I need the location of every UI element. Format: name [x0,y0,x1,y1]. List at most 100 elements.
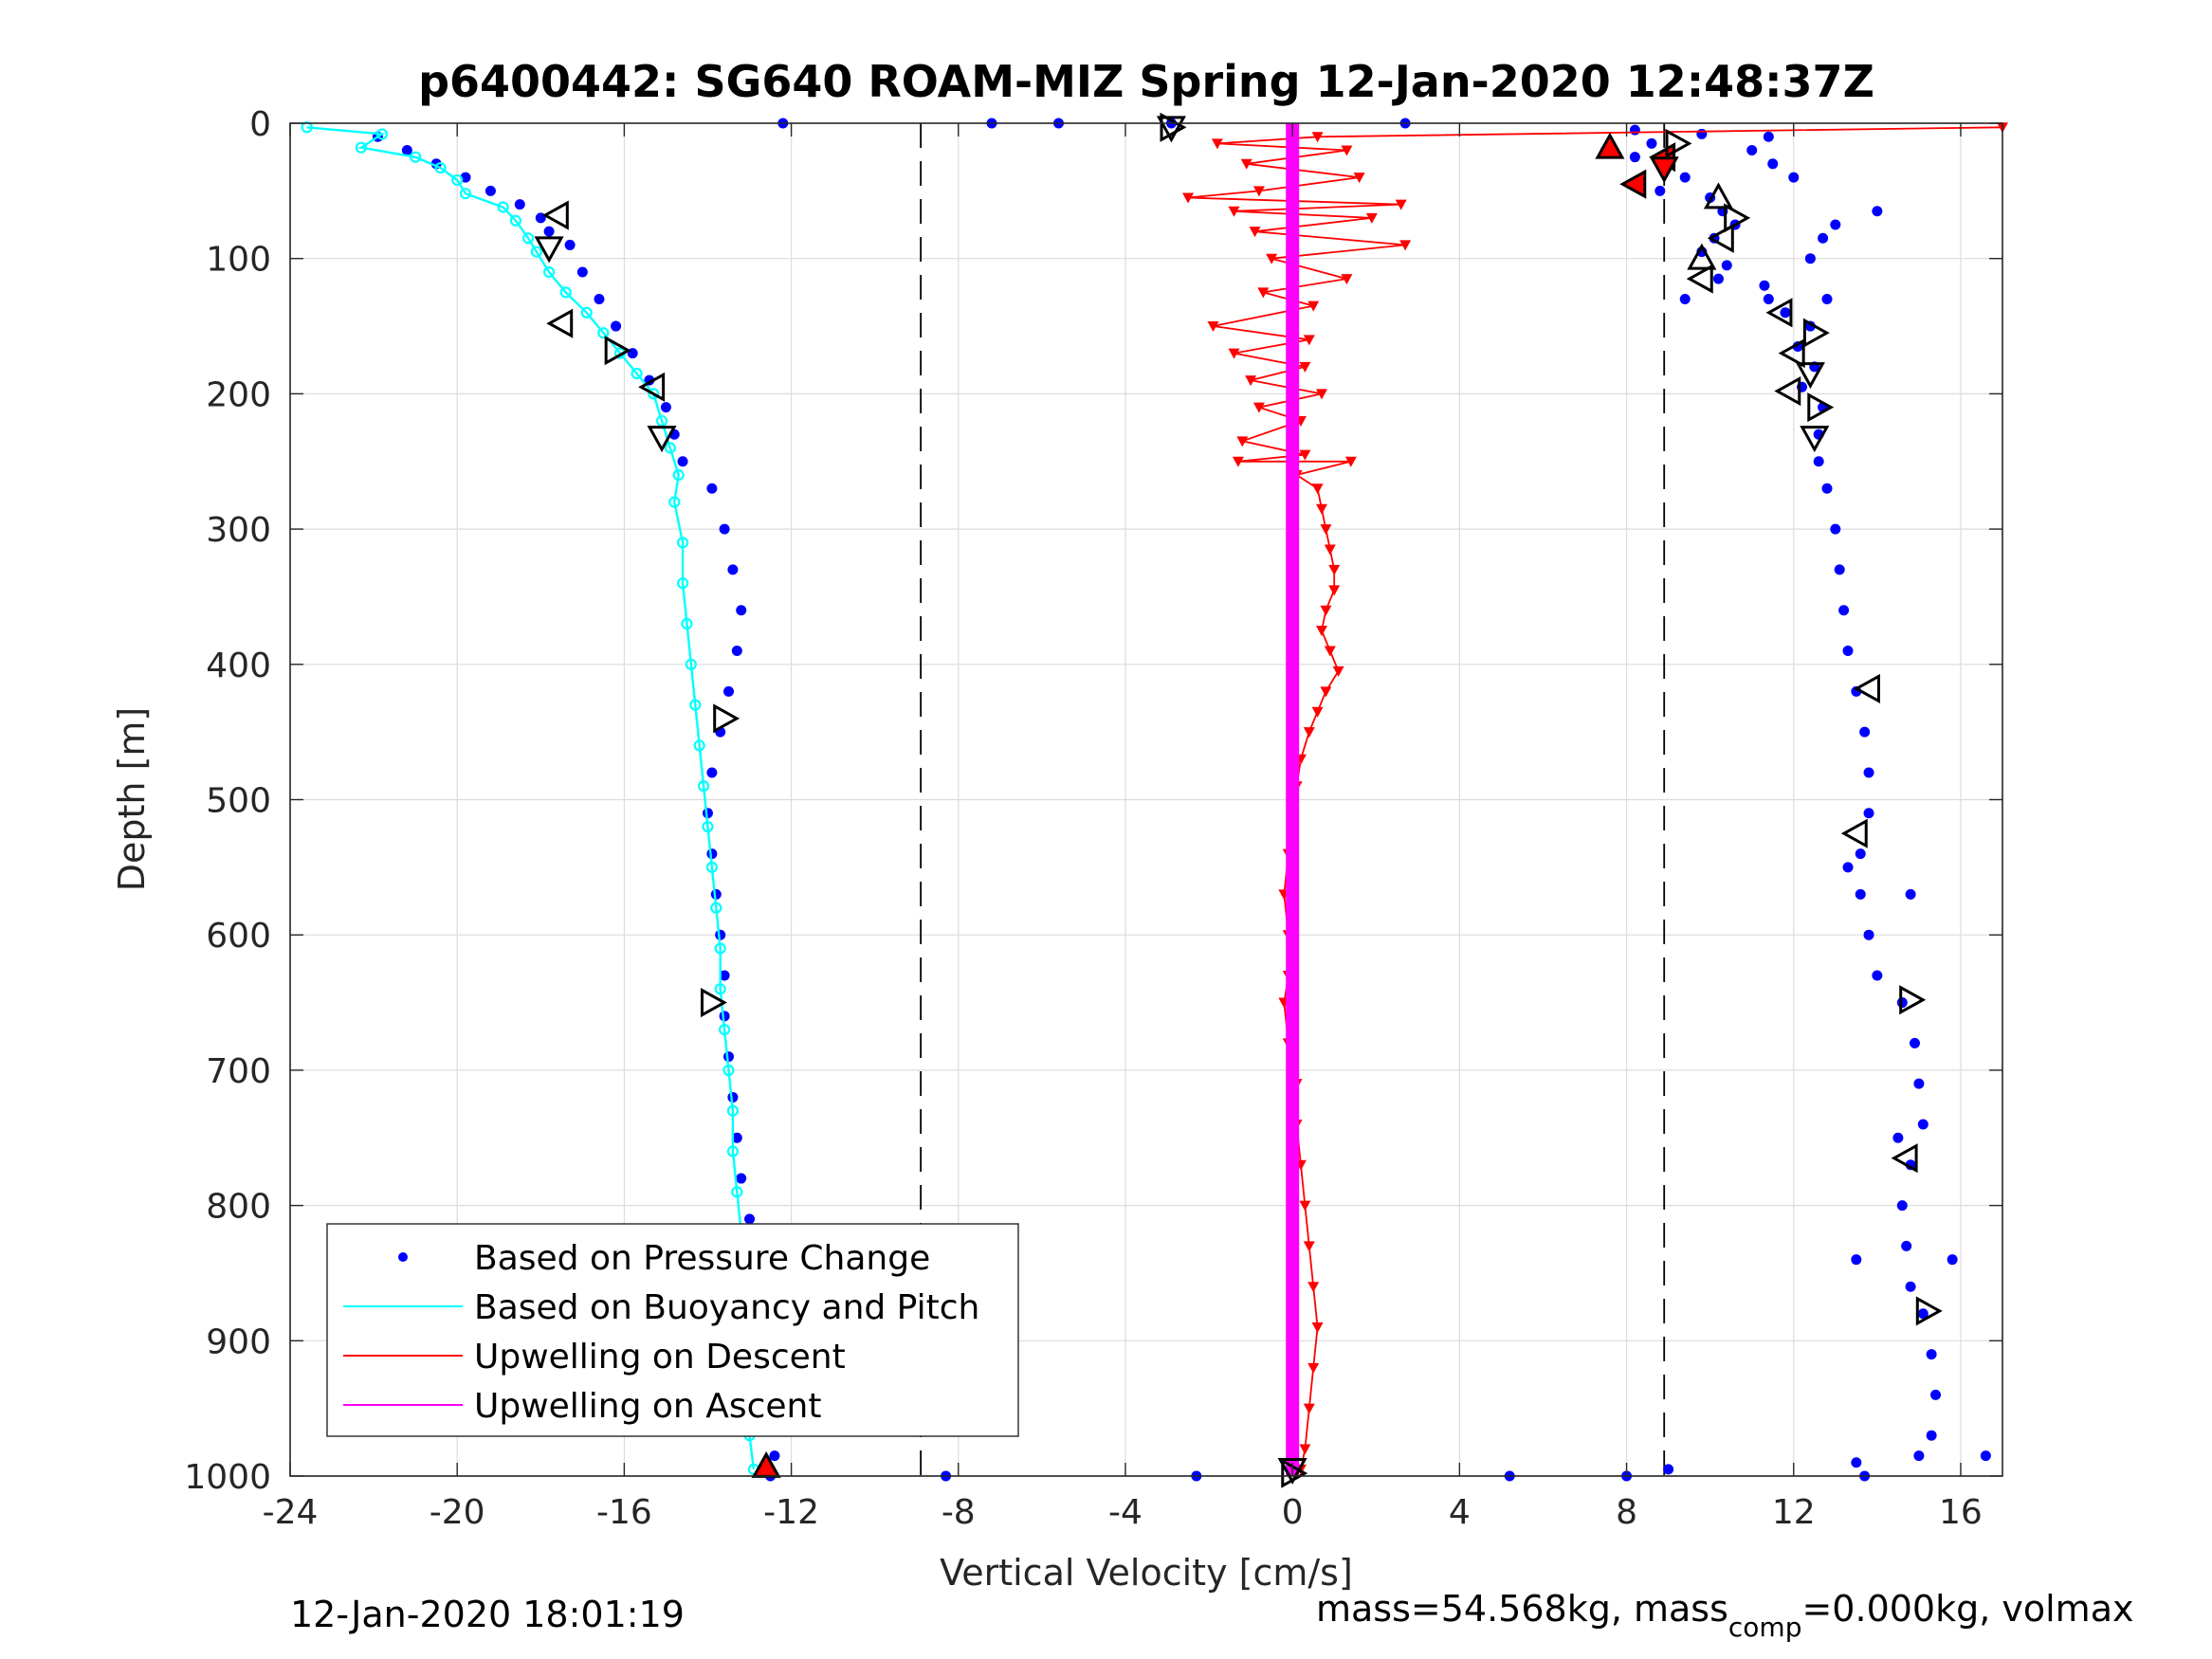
upwelling-descent-point [1395,199,1407,210]
pressure-change-point [1679,294,1691,305]
upwelling-descent-point [1207,321,1219,333]
pressure-change-point [706,483,718,494]
event-marker [1686,264,1713,294]
x-tick-label: 8 [1616,1493,1637,1532]
event-marker [1281,1458,1308,1488]
upwelling-descent-point [1320,686,1332,698]
event-marker [1915,1296,1943,1326]
y-tick-label: 0 [249,105,271,144]
pressure-change-point [1821,294,1833,305]
upwelling-descent-point [1328,585,1341,596]
pressure-change-point [1804,253,1816,264]
y-tick-label: 300 [206,511,271,550]
chart-title: p6400442: SG640 ROAM-MIZ Spring 12-Jan-2… [418,56,1874,107]
event-marker [1774,375,1801,407]
event-marker [1687,243,1717,270]
pressure-change-point [1909,1037,1920,1048]
pressure-change-point [1838,605,1850,616]
x-tick-label: -8 [941,1493,976,1532]
upwelling-descent-point [1245,375,1257,387]
pressure-change-point [1834,564,1845,575]
pressure-change-point [1629,152,1640,163]
buoyancy-pitch-point [726,1145,740,1158]
pressure-change-point [719,523,730,535]
pressure-change-point [576,266,588,278]
pressure-change-point [1746,145,1758,156]
buoyancy-pitch-point [722,1064,735,1077]
event-marker [1795,362,1825,390]
legend-box [326,1223,1019,1437]
x-axis-label: Vertical Velocity [cm/s] [940,1552,1353,1594]
upwelling-descent-point [1332,665,1344,677]
event-marker [638,372,666,402]
pressure-change-point [1926,1430,1937,1441]
buoyancy-pitch-line [306,126,756,1470]
buoyancy-pitch-point [580,306,593,319]
buoyancy-pitch-point [509,214,521,227]
legend-label: Upwelling on Ascent [474,1387,821,1426]
event-marker [541,200,569,230]
event-marker [1595,132,1625,159]
upwelling-descent-point [1211,138,1223,150]
pressure-change-point [611,320,622,332]
x-tick-label: -16 [596,1493,652,1532]
pressure-change-point [1830,523,1841,535]
y-tick-label: 700 [206,1052,271,1091]
buoyancy-pitch-point [559,286,572,299]
pressure-change-point [660,402,671,413]
upwelling-descent-point [1399,240,1412,251]
pressure-change-point [564,239,576,250]
y-axis-label: Depth [m] [111,707,153,892]
pressure-change-point [1851,1457,1862,1468]
upwelling-descent-point [1328,564,1341,575]
upwelling-descent-point [1311,132,1324,143]
pressure-change-point [1901,1240,1912,1251]
upwelling-descent-point [1311,706,1324,718]
buoyancy-pitch-point [710,902,722,914]
pressure-change-point [719,970,730,981]
buoyancy-pitch-point [375,128,389,140]
event-marker [713,703,740,734]
y-tick-label: 900 [206,1322,271,1361]
legend: Based on Pressure Change Based on Buoyanc… [326,1223,1019,1437]
buoyancy-pitch-point [664,442,676,454]
buoyancy-pitch-point [410,151,422,163]
pressure-change-point [769,1450,780,1462]
buoyancy-pitch-point [676,537,689,549]
buoyancy-pitch-point [681,617,693,630]
buoyancy-pitch-point [693,739,705,752]
ticks: -24 -20 -16 -12 -8 -4 0 4 8 12 16 0 100 200 300 400 500 6… [184,105,2002,1532]
pressure-change-point [594,294,605,305]
pressure-change-point [1930,1389,1942,1400]
upwelling-descent-point [1341,274,1353,285]
upwelling-descent-point [1307,1282,1320,1293]
buoyancy-pitch-point [648,388,660,400]
y-tick-label: 200 [206,375,271,414]
event-marker [1619,169,1647,199]
buoyancy-pitch-point [451,173,464,187]
x-tick-label: -4 [1108,1493,1143,1532]
event-marker [1156,116,1186,143]
pressure-change-point [1821,483,1833,494]
event-marker [1840,818,1868,848]
pressure-change-point [1780,307,1791,319]
buoyancy-pitch-point [672,468,685,482]
pressure-change-point [736,1173,747,1184]
legend-label: Upwelling on Descent [474,1338,846,1376]
x-tick-label: 0 [1282,1493,1304,1532]
upwelling-descent-point [1307,1362,1320,1374]
pressure-change-point [1947,1254,1958,1266]
upwelling-descent-point [1316,626,1328,637]
event-marker [1160,112,1187,142]
upwelling-descent-point [1240,158,1252,170]
pressure-change-point [744,1213,756,1225]
buoyancy-pitch-point [434,161,447,174]
upwelling-descent-point [1249,227,1261,238]
event-marker [1707,223,1734,253]
upwelling-descent-point [1228,348,1240,359]
pressure-change-point [1629,124,1640,136]
upwelling-descent-point [1232,456,1244,467]
buoyancy-pitch-point [521,232,535,245]
pressure-change-point [1855,888,1866,900]
upwelling-descent-point [1228,206,1240,217]
